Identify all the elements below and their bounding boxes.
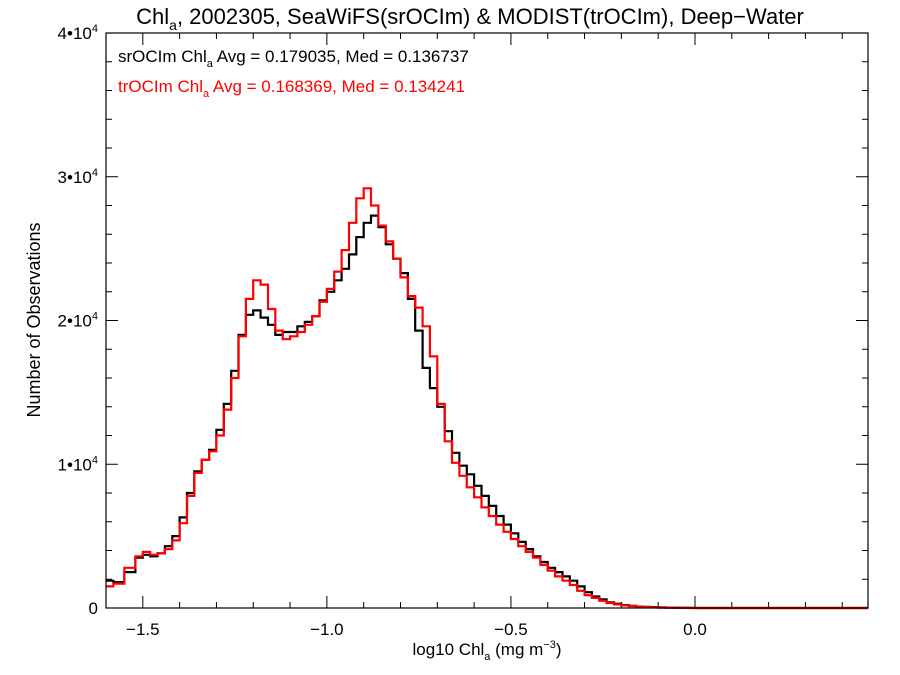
annotation-trocim-post: Avg = 0.168369, Med = 0.134241 [209, 77, 465, 96]
y-tick-label: 3•104 [58, 167, 98, 187]
axis-ticks: −1.5 −1.0 −0.5 0.0 0 1•104 2•104 3•104 4•104 [58, 23, 868, 639]
x-axis-label-main: log10 Chl [412, 640, 484, 659]
x-axis-label-sup: −3 [543, 639, 556, 651]
annotation-srocim-post: Avg = 0.179035, Med = 0.136737 [213, 47, 469, 66]
y-tick-label: 2•104 [58, 311, 98, 331]
x-tick-label: 0.0 [683, 620, 707, 639]
y-axis-label: Number of Observations [24, 222, 44, 417]
chart-title-main: Chl [136, 4, 169, 29]
annotation-srocim-pre: srOCIm Chl [118, 47, 207, 66]
chart-title-sub: a [169, 17, 177, 33]
x-tick-label: −1.0 [310, 620, 344, 639]
annotation-srocim: srOCIm Chla Avg = 0.179035, Med = 0.1367… [118, 47, 469, 70]
plot-frame [105, 32, 869, 609]
chart-title-rest: , 2002305, SeaWiFS(srOCIm) & MODIST(trOC… [177, 4, 804, 29]
x-axis-label-end: ) [556, 640, 562, 659]
annotation-trocim-pre: trOCIm Chl [118, 77, 203, 96]
x-tick-label: −0.5 [494, 620, 528, 639]
y-tick-label: 4•104 [58, 23, 98, 43]
y-tick-label: 1•104 [58, 454, 98, 474]
annotation-trocim-sub: a [203, 88, 210, 100]
data-series [106, 187, 868, 610]
series-trocim-line [106, 187, 868, 610]
annotation-srocim-sub: a [207, 58, 214, 70]
x-axis-label-rest: (mg m [490, 640, 543, 659]
y-tick-label: 0 [89, 599, 98, 618]
x-axis-label: log10 Chla (mg m−3) [412, 639, 561, 663]
x-tick-label: −1.5 [126, 620, 160, 639]
annotation-trocim: trOCIm Chla Avg = 0.168369, Med = 0.1342… [118, 77, 465, 100]
x-axis-label-sub: a [484, 651, 491, 663]
series-srocim-line [106, 214, 868, 610]
chart-title: Chla, 2002305, SeaWiFS(srOCIm) & MODIST(… [136, 4, 804, 33]
